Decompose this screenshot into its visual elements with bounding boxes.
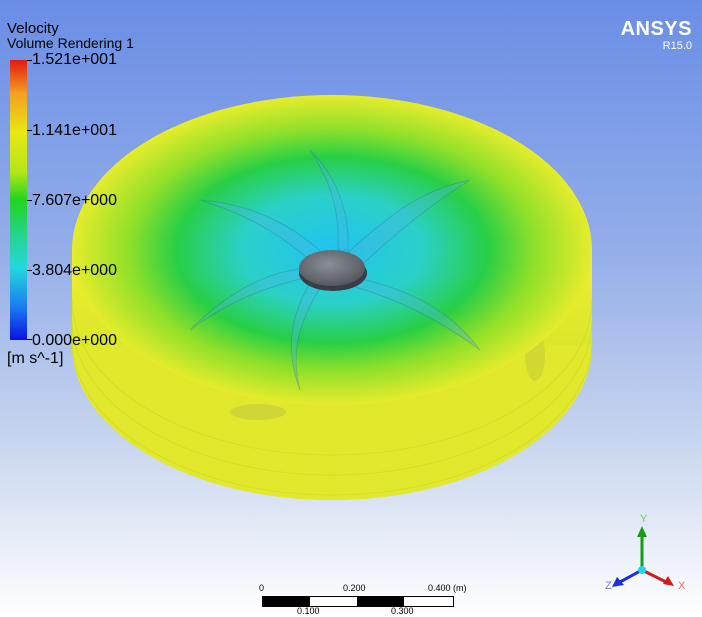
side-port-left [230,404,286,420]
colorbar-tick-label: 1.141e+001 [32,122,117,139]
triad-y-label: Y [640,513,648,525]
velocity-colorbar [10,60,27,340]
colorbar-tick [27,270,32,271]
hub [299,250,365,286]
scale-label: 0.400 (m) [428,583,467,593]
side-bands [71,299,593,496]
scale-label: 0 [259,583,265,593]
triad-x-label: X [678,580,686,592]
colorbar-tick-label: 1.521e+001 [32,51,117,68]
scale-label: 0.200 [343,583,366,593]
colorbar-tick [27,200,32,201]
release-label: R15.0 [662,40,692,52]
legend-units: [m s^-1] [7,350,64,367]
axis-triad[interactable] [600,510,690,600]
colorbar-tick-label: 3.804e+000 [32,262,117,279]
colorbar-tick [27,339,32,340]
legend-subtitle: Volume Rendering 1 [7,35,134,51]
scale-label: 0.100 [297,606,320,616]
legend-title: Velocity [7,20,59,37]
colorbar-tick-label: 7.607e+000 [32,192,117,209]
colorbar-tick-label: 0.000e+000 [32,332,117,349]
triad-z-label: Z [605,580,612,592]
colorbar-tick [27,60,32,61]
ansys-logo: ANSYS [620,18,692,40]
colorbar-tick [27,130,32,131]
scale-label: 0.300 [391,606,414,616]
scale-bar [262,596,454,607]
